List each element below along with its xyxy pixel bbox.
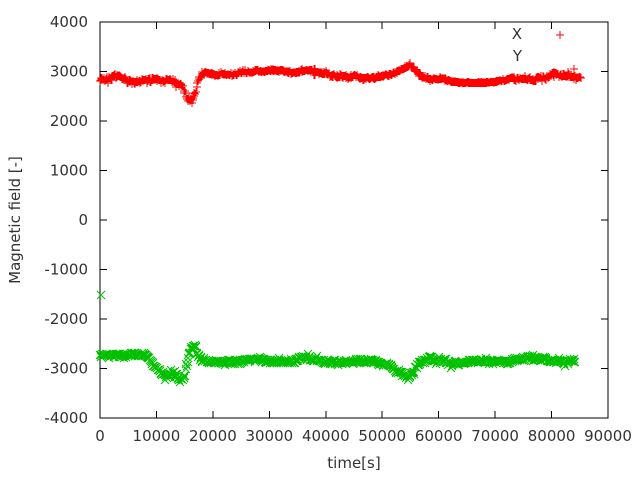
y-tick-label: -3000 — [44, 360, 88, 378]
legend-sample-x-marker — [556, 31, 564, 39]
x-tick-label: 30000 — [245, 427, 293, 445]
y-tick-label: 1000 — [50, 162, 88, 180]
axis-ticks — [99, 21, 609, 419]
tick-marks — [99, 21, 609, 419]
series-y-points — [95, 290, 580, 387]
data-series-layer — [95, 59, 585, 387]
y-tick-label: 3000 — [50, 63, 88, 81]
x-tick-label: 40000 — [302, 427, 350, 445]
x-tick-label: 80000 — [528, 427, 576, 445]
x-tick-label: 20000 — [189, 427, 237, 445]
x-tick-label: 50000 — [358, 427, 406, 445]
y-tick-label: -1000 — [44, 261, 88, 279]
axis-tick-labels: 0 10000 20000 30000 40000 50000 60000 70000 8000… — [44, 13, 631, 445]
legend-samples — [556, 31, 564, 39]
y-tick-label: 0 — [78, 211, 88, 229]
x-axis-title: time[s] — [327, 454, 380, 472]
y-tick-label: -4000 — [44, 409, 88, 427]
y-tick-label: 4000 — [50, 13, 88, 31]
x-tick-label: 70000 — [471, 427, 519, 445]
legend-label-y: Y — [512, 47, 523, 65]
series-x-points — [96, 59, 585, 107]
x-tick-label: 60000 — [415, 427, 463, 445]
x-tick-label: 10000 — [133, 427, 181, 445]
y-tick-label: -2000 — [44, 310, 88, 328]
x-tick-label: 0 — [95, 427, 105, 445]
y-tick-label: 2000 — [50, 112, 88, 130]
legend-label-x: X — [512, 25, 522, 43]
y-axis-title: Magnetic field [-] — [6, 156, 24, 284]
x-tick-label: 90000 — [584, 427, 632, 445]
